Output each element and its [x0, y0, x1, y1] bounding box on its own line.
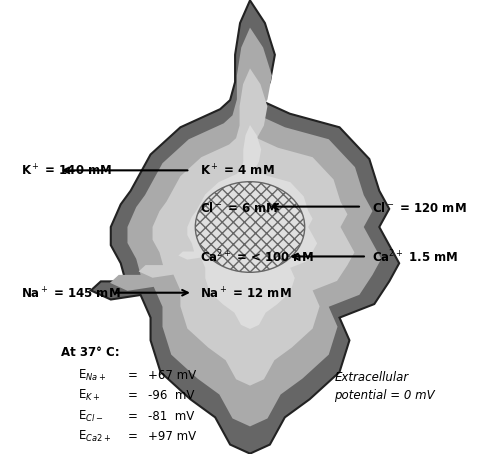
Polygon shape [138, 69, 354, 386]
Text: E$_{Na+}$: E$_{Na+}$ [78, 367, 107, 382]
Text: Extracellular
potential = 0 mV: Extracellular potential = 0 mV [334, 370, 435, 401]
Text: -96  mV: -96 mV [148, 388, 194, 401]
Polygon shape [110, 29, 382, 426]
Text: Ca$^{2+}$ 1.5 mM: Ca$^{2+}$ 1.5 mM [372, 248, 458, 265]
Text: Cl$^-$ = 120 mM: Cl$^-$ = 120 mM [372, 200, 466, 214]
Text: =: = [128, 368, 138, 381]
Polygon shape [178, 126, 317, 329]
Text: =: = [128, 388, 138, 401]
Text: +97 mV: +97 mV [148, 429, 196, 442]
Text: -81  mV: -81 mV [148, 409, 194, 422]
Text: Na$^+$ = 145 mM: Na$^+$ = 145 mM [22, 285, 121, 301]
Text: =: = [128, 409, 138, 422]
Text: K$^+$ = 4 mM: K$^+$ = 4 mM [200, 163, 275, 179]
Polygon shape [91, 1, 399, 454]
Text: =: = [128, 429, 138, 442]
Text: Cl$^-$ = 6 mM: Cl$^-$ = 6 mM [200, 200, 278, 214]
Text: +67 mV: +67 mV [148, 368, 196, 381]
Ellipse shape [196, 182, 304, 273]
Text: Ca$^{2+}$ = < 100 nM: Ca$^{2+}$ = < 100 nM [200, 248, 314, 265]
Text: Na$^+$ = 12 mM: Na$^+$ = 12 mM [200, 285, 292, 301]
Text: At 37° C:: At 37° C: [61, 345, 120, 359]
Text: E$_{Cl-}$: E$_{Cl-}$ [78, 408, 104, 423]
Text: E$_{Ca2+}$: E$_{Ca2+}$ [78, 428, 112, 443]
Text: K$^+$ = 140 mM: K$^+$ = 140 mM [22, 163, 112, 179]
Text: E$_{K+}$: E$_{K+}$ [78, 387, 101, 402]
